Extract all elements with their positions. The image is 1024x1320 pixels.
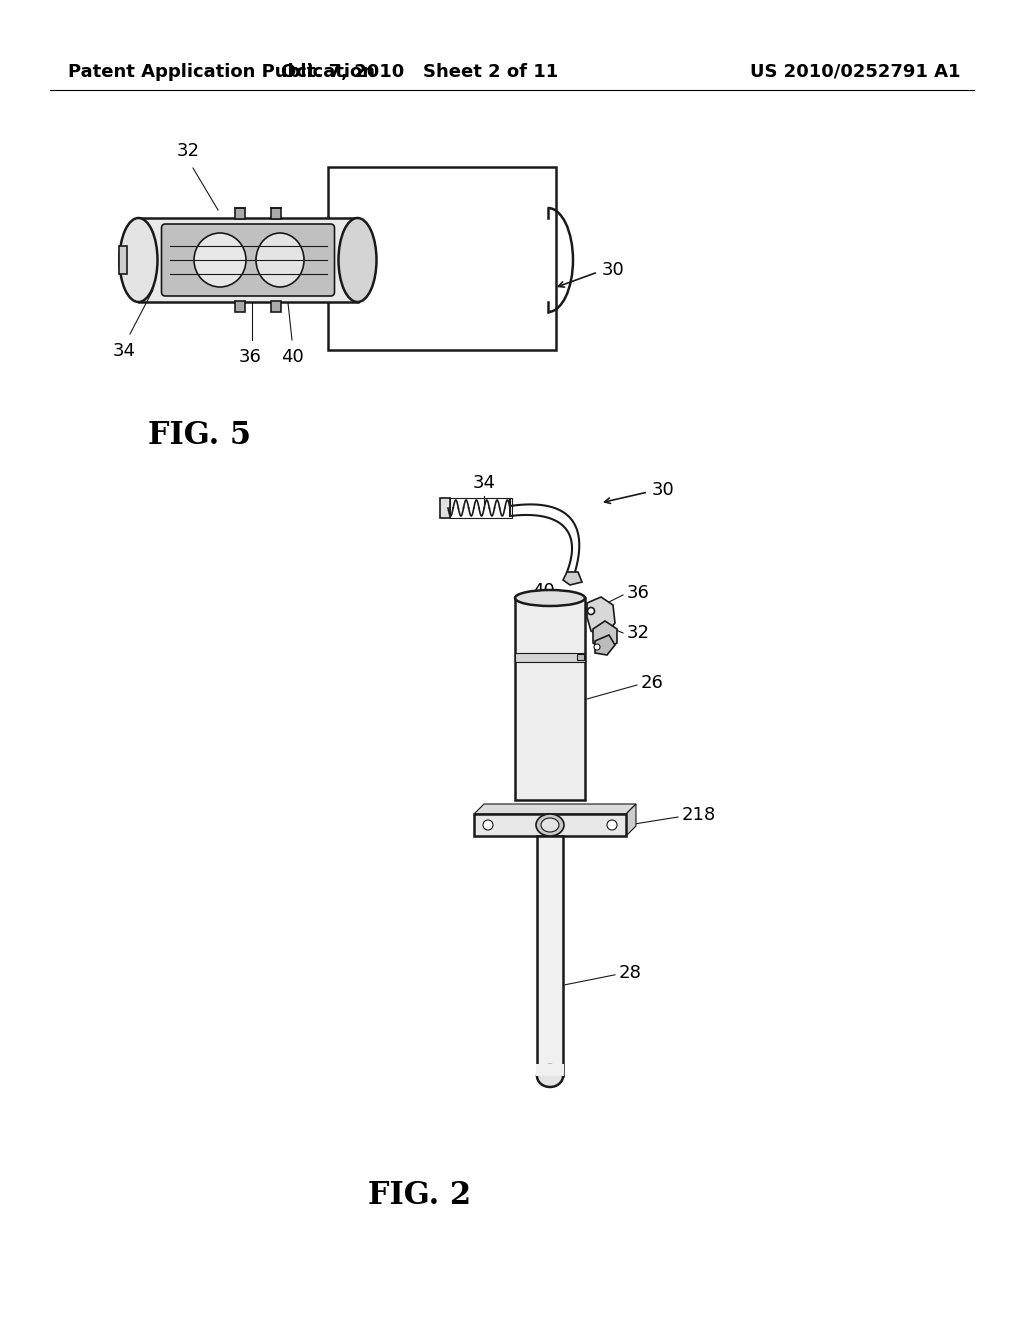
Text: 36: 36 xyxy=(239,348,261,366)
Text: 40: 40 xyxy=(532,582,555,601)
Ellipse shape xyxy=(537,1065,563,1086)
Text: 32: 32 xyxy=(627,624,650,642)
Text: 218: 218 xyxy=(682,807,716,824)
Text: 26: 26 xyxy=(641,675,664,692)
Polygon shape xyxy=(563,572,582,585)
Bar xyxy=(536,1064,564,1076)
Polygon shape xyxy=(587,597,615,638)
Text: 34: 34 xyxy=(472,474,496,492)
Bar xyxy=(234,301,245,312)
Circle shape xyxy=(483,820,493,830)
Text: 34: 34 xyxy=(113,342,135,360)
Ellipse shape xyxy=(256,234,304,286)
Ellipse shape xyxy=(194,234,246,286)
Bar xyxy=(515,653,585,663)
Ellipse shape xyxy=(536,814,564,836)
Bar xyxy=(328,168,556,350)
Polygon shape xyxy=(595,635,615,655)
Text: US 2010/0252791 A1: US 2010/0252791 A1 xyxy=(750,63,961,81)
Bar xyxy=(577,653,584,660)
Circle shape xyxy=(607,820,617,830)
Circle shape xyxy=(588,607,595,615)
Polygon shape xyxy=(593,620,617,651)
Bar xyxy=(515,598,585,800)
Bar xyxy=(271,301,281,312)
Bar xyxy=(440,498,450,517)
Text: Oct. 7, 2010   Sheet 2 of 11: Oct. 7, 2010 Sheet 2 of 11 xyxy=(282,63,559,81)
Bar xyxy=(119,246,127,275)
Bar xyxy=(271,209,281,219)
Ellipse shape xyxy=(515,590,585,606)
Polygon shape xyxy=(474,804,636,814)
Text: 30: 30 xyxy=(602,261,625,279)
Ellipse shape xyxy=(120,218,158,302)
Text: 28: 28 xyxy=(618,964,642,982)
Bar xyxy=(450,498,512,517)
Bar xyxy=(138,218,357,302)
FancyBboxPatch shape xyxy=(162,224,335,296)
Text: 30: 30 xyxy=(652,480,675,499)
Bar xyxy=(234,209,245,219)
Circle shape xyxy=(594,644,600,649)
Text: 32: 32 xyxy=(176,143,200,160)
Text: 40: 40 xyxy=(281,348,303,366)
Text: 36: 36 xyxy=(627,583,650,602)
Text: FIG. 5: FIG. 5 xyxy=(148,420,251,450)
Ellipse shape xyxy=(339,218,377,302)
Bar xyxy=(537,836,563,1076)
Text: FIG. 2: FIG. 2 xyxy=(368,1180,471,1210)
Bar xyxy=(474,814,626,836)
Text: Patent Application Publication: Patent Application Publication xyxy=(68,63,375,81)
Polygon shape xyxy=(626,804,636,836)
Ellipse shape xyxy=(541,818,559,832)
